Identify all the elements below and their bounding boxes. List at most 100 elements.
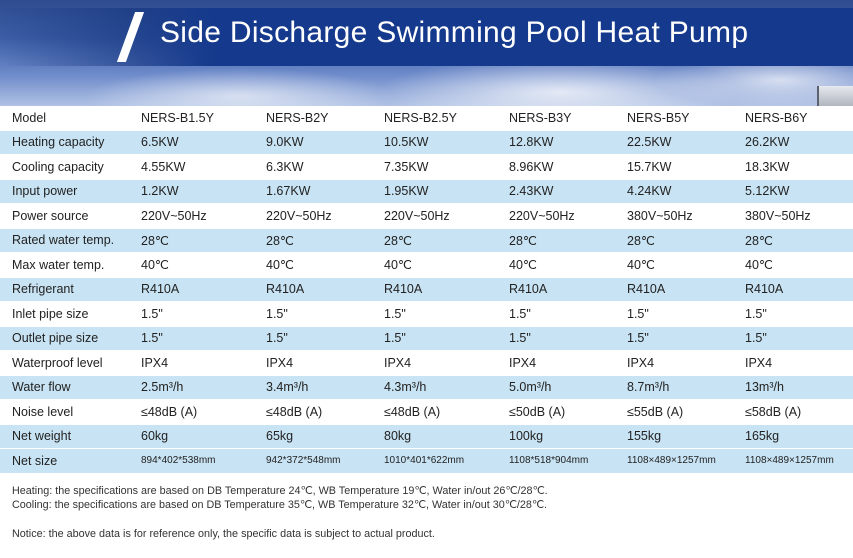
table-cell: R410A xyxy=(254,277,372,302)
column-header: NERS-B3Y xyxy=(497,106,615,131)
table-row: Refrigerant R410A R410A R410A R410A R410A R410… xyxy=(0,277,853,302)
column-header: NERS-B2.5Y xyxy=(372,106,497,131)
table-row: Waterproof level IPX4 IPX4 IPX4 IPX4 IPX4 IPX4 xyxy=(0,350,853,376)
table-cell: 220V~50Hz xyxy=(497,203,615,229)
table-cell: 3.4m³/h xyxy=(254,375,372,400)
table-cell: 1.2KW xyxy=(129,179,254,204)
column-header: NERS-B5Y xyxy=(615,106,733,131)
device-image-edge xyxy=(817,86,853,108)
table-cell: 26.2KW xyxy=(733,130,853,155)
table-cell: 1.5" xyxy=(254,326,372,351)
table-cell: R410A xyxy=(372,277,497,302)
table-row: Outlet pipe size 1.5" 1.5" 1.5" 1.5" 1.5" 1.5" xyxy=(0,326,853,351)
row-label: Outlet pipe size xyxy=(0,326,129,351)
table-cell: 942*372*548mm xyxy=(254,448,372,474)
table-cell: 1.5" xyxy=(733,301,853,327)
table-cell: 155kg xyxy=(615,424,733,449)
table-cell: 1108*518*904mm xyxy=(497,448,615,474)
table-cell: 1.5" xyxy=(497,301,615,327)
row-label: Rated water temp. xyxy=(0,228,129,253)
title-band xyxy=(0,8,853,66)
row-label: Cooling capacity xyxy=(0,154,129,180)
table-cell: 65kg xyxy=(254,424,372,449)
table-cell: 2.5m³/h xyxy=(129,375,254,400)
table-header-row: Model NERS-B1.5Y NERS-B2Y NERS-B2.5Y NER… xyxy=(0,106,853,131)
table-cell: 15.7KW xyxy=(615,154,733,180)
table-cell: 1.5" xyxy=(615,301,733,327)
table-cell: 5.0m³/h xyxy=(497,375,615,400)
page-title: Side Discharge Swimming Pool Heat Pump xyxy=(160,16,749,49)
table-cell: 1.5" xyxy=(372,301,497,327)
table-cell: 5.12KW xyxy=(733,179,853,204)
table-row: Net size 894*402*538mm 942*372*548mm 1010*4… xyxy=(0,448,853,474)
table-cell: IPX4 xyxy=(615,350,733,376)
row-label: Power source xyxy=(0,203,129,229)
table-cell: ≤55dB (A) xyxy=(615,399,733,425)
row-label: Net weight xyxy=(0,424,129,449)
table-cell: R410A xyxy=(733,277,853,302)
table-cell: 9.0KW xyxy=(254,130,372,155)
table-cell: 4.55KW xyxy=(129,154,254,180)
table-row: Noise level ≤48dB (A) ≤48dB (A) ≤48dB (A) ≤5… xyxy=(0,399,853,425)
table-cell: R410A xyxy=(497,277,615,302)
table-cell: 1.5" xyxy=(497,326,615,351)
table-cell: 13m³/h xyxy=(733,375,853,400)
table-cell: 28℃ xyxy=(372,228,497,253)
table-cell: 220V~50Hz xyxy=(129,203,254,229)
table-cell: 1108×489×1257mm xyxy=(615,448,733,474)
table-cell: 28℃ xyxy=(615,228,733,253)
spec-table: Model NERS-B1.5Y NERS-B2Y NERS-B2.5Y NER… xyxy=(0,106,853,474)
table-cell: 40℃ xyxy=(497,252,615,278)
table-cell: 220V~50Hz xyxy=(254,203,372,229)
table-cell: 28℃ xyxy=(129,228,254,253)
table-cell: 40℃ xyxy=(129,252,254,278)
table-cell: 28℃ xyxy=(497,228,615,253)
table-cell: 40℃ xyxy=(372,252,497,278)
table-cell: IPX4 xyxy=(497,350,615,376)
row-label: Max water temp. xyxy=(0,252,129,278)
table-row: Power source 220V~50Hz 220V~50Hz 220V~50Hz 2… xyxy=(0,203,853,229)
table-cell: IPX4 xyxy=(733,350,853,376)
row-label: Net size xyxy=(0,448,129,474)
row-label: Refrigerant xyxy=(0,277,129,302)
table-cell: IPX4 xyxy=(129,350,254,376)
table-row: Heating capacity 6.5KW 9.0KW 10.5KW 12.8KW 22… xyxy=(0,130,853,155)
table-cell: 40℃ xyxy=(615,252,733,278)
notice-text: Notice: the above data is for reference … xyxy=(12,528,435,540)
table-row: Input power 1.2KW 1.67KW 1.95KW 2.43KW 4.24KW… xyxy=(0,179,853,204)
table-cell: 165kg xyxy=(733,424,853,449)
table-cell: 1.5" xyxy=(733,326,853,351)
row-label: Water flow xyxy=(0,375,129,400)
table-cell: ≤50dB (A) xyxy=(497,399,615,425)
table-cell: IPX4 xyxy=(372,350,497,376)
table-cell: 4.3m³/h xyxy=(372,375,497,400)
table-cell: 220V~50Hz xyxy=(372,203,497,229)
table-cell: 8.96KW xyxy=(497,154,615,180)
table-cell: 1.5" xyxy=(129,326,254,351)
table-cell: 100kg xyxy=(497,424,615,449)
table-cell: 60kg xyxy=(129,424,254,449)
table-row: Water flow 2.5m³/h 3.4m³/h 4.3m³/h 5.0m³/h 8.… xyxy=(0,375,853,400)
table-cell: 80kg xyxy=(372,424,497,449)
table-cell: 10.5KW xyxy=(372,130,497,155)
table-cell: ≤48dB (A) xyxy=(254,399,372,425)
table-row: Cooling capacity 4.55KW 6.3KW 7.35KW 8.96KW 1… xyxy=(0,154,853,180)
table-cell: 1.5" xyxy=(129,301,254,327)
table-row: Rated water temp. 28℃ 28℃ 28℃ 28℃ 28℃ 28℃ xyxy=(0,228,853,253)
column-header: NERS-B2Y xyxy=(254,106,372,131)
table-cell: 28℃ xyxy=(254,228,372,253)
row-label: Noise level xyxy=(0,399,129,425)
table-cell: R410A xyxy=(129,277,254,302)
table-cell: 380V~50Hz xyxy=(615,203,733,229)
column-header: NERS-B1.5Y xyxy=(129,106,254,131)
table-cell: 2.43KW xyxy=(497,179,615,204)
table-cell: 6.3KW xyxy=(254,154,372,180)
table-row: Max water temp. 40℃ 40℃ 40℃ 40℃ 40℃ 40℃ xyxy=(0,252,853,278)
table-cell: 1.5" xyxy=(372,326,497,351)
row-label: Waterproof level xyxy=(0,350,129,376)
table-cell: 4.24KW xyxy=(615,179,733,204)
table-cell: 7.35KW xyxy=(372,154,497,180)
spec-notes: Heating: the specifications are based on… xyxy=(12,484,548,512)
table-cell: 1.5" xyxy=(254,301,372,327)
table-cell: 6.5KW xyxy=(129,130,254,155)
